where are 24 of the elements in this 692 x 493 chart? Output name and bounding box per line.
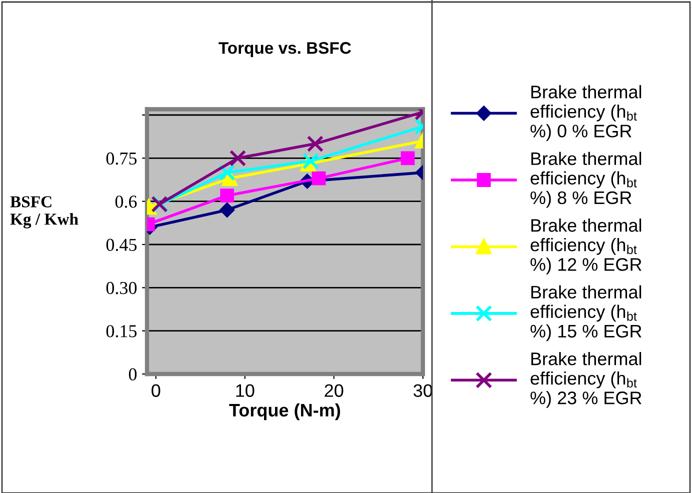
y-axis-title: BSFC Kg / Kwh	[10, 196, 78, 228]
point	[312, 171, 326, 186]
legend-label: Brake thermal efficiency (h$_{bt}$ %) 23 % EGR	[530, 352, 642, 408]
y-tick-label: 0.30	[106, 282, 137, 294]
legend-label: Brake thermal efficiency (h$_{bt}$ %) 15 % EGR	[530, 285, 642, 342]
x-tick-label: 0	[152, 384, 160, 397]
legend-label: Brake thermal efficiency (h$_{bt}$ %) 0 % EGR	[530, 85, 642, 141]
y-tick-label: 0.75	[106, 152, 137, 165]
chart-title: Torque vs. BSFC	[218, 42, 352, 58]
legend-label: Brake thermal efficiency (h$_{bt}$ %) 8 % EGR	[530, 152, 642, 208]
y-tick-label: 0.15	[106, 325, 137, 338]
legend-label: Brake thermal efficiency (h$_{bt}$ %) 12 % EGR	[530, 218, 642, 274]
x-tick-label: 10	[236, 384, 254, 397]
x-tick-label: 20	[324, 384, 344, 397]
point	[302, 152, 320, 170]
y-tick-label: 0	[128, 368, 137, 380]
x-axis-title: Torque (N-m)	[229, 403, 340, 420]
y-tick-label: 0.6	[115, 196, 137, 208]
point	[229, 150, 246, 166]
point	[220, 202, 234, 218]
point	[306, 135, 324, 152]
x-tick-label: 30	[414, 384, 432, 397]
point	[220, 188, 234, 203]
y-tick-label: 0.45	[106, 238, 137, 252]
